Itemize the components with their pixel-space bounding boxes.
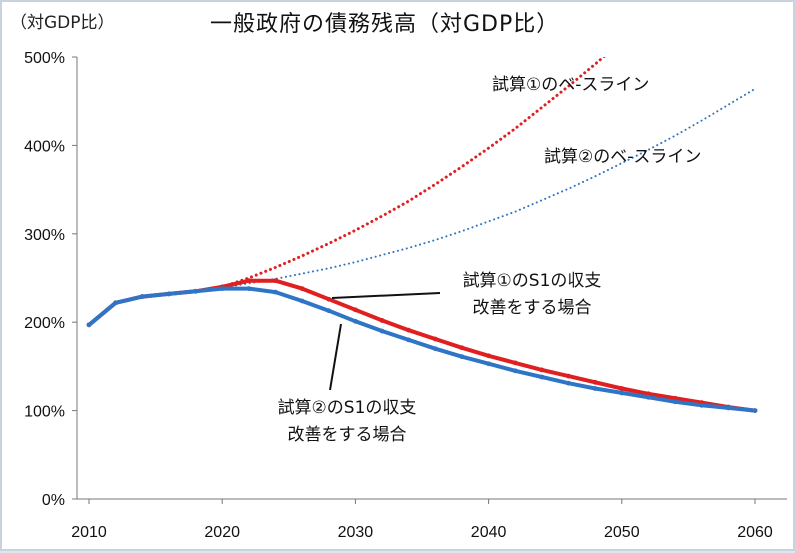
data-point bbox=[193, 288, 198, 294]
data-point bbox=[326, 308, 332, 314]
annotation-label: 試算①のS1の収支 bbox=[463, 271, 602, 291]
x-tick-label: 2060 bbox=[737, 524, 773, 541]
data-point bbox=[699, 402, 705, 408]
data-point bbox=[752, 408, 758, 413]
data-point bbox=[406, 337, 412, 343]
data-point bbox=[219, 286, 225, 292]
data-point bbox=[619, 390, 625, 396]
series-line-4 bbox=[87, 286, 757, 413]
data-point bbox=[566, 373, 571, 379]
series-line-2 bbox=[88, 87, 756, 326]
data-point bbox=[646, 394, 651, 400]
data-point bbox=[512, 360, 518, 366]
unit-label: （対GDP比） bbox=[10, 13, 115, 33]
y-tick-label: 300% bbox=[24, 227, 65, 244]
data-point bbox=[379, 328, 385, 334]
data-point bbox=[566, 380, 571, 386]
y-tick-label: 0% bbox=[42, 492, 65, 509]
data-point bbox=[299, 298, 305, 304]
data-point bbox=[486, 361, 491, 367]
annotation-label: 試算②のS1の収支 bbox=[278, 398, 417, 418]
data-point bbox=[166, 291, 172, 297]
data-point bbox=[592, 379, 598, 385]
data-point bbox=[539, 374, 545, 380]
x-tick-label: 2010 bbox=[71, 524, 107, 541]
y-tick-label: 100% bbox=[24, 404, 65, 421]
chart-title: 一般政府の債務残高（対GDP比） bbox=[210, 12, 560, 37]
data-point bbox=[379, 318, 385, 323]
data-point bbox=[299, 286, 305, 292]
annotation-label: 改善をする場合 bbox=[473, 298, 592, 318]
data-point bbox=[273, 278, 278, 284]
data-point bbox=[139, 294, 145, 299]
data-point bbox=[246, 286, 252, 292]
data-point bbox=[459, 345, 465, 351]
data-point bbox=[539, 367, 545, 373]
data-point bbox=[353, 307, 358, 313]
x-tick-label: 2020 bbox=[204, 524, 240, 541]
x-tick-label: 2030 bbox=[338, 524, 374, 541]
data-point bbox=[672, 395, 678, 401]
x-tick-label: 2050 bbox=[604, 524, 640, 541]
annotation-label: 改善をする場合 bbox=[288, 425, 407, 445]
data-point bbox=[619, 386, 625, 391]
data-point bbox=[432, 336, 438, 342]
data-point bbox=[486, 353, 491, 359]
annotation-label: 試算①のベ-スライン bbox=[492, 75, 649, 95]
data-point bbox=[246, 278, 252, 284]
y-tick-label: 500% bbox=[24, 50, 65, 67]
y-tick-label: 400% bbox=[24, 138, 65, 155]
data-point bbox=[725, 405, 731, 411]
data-point bbox=[353, 318, 358, 324]
data-point bbox=[672, 399, 678, 405]
data-point bbox=[326, 296, 332, 302]
leader-line-s1-blue bbox=[329, 323, 342, 391]
data-point bbox=[432, 346, 438, 352]
data-point bbox=[512, 368, 518, 374]
data-point bbox=[646, 391, 651, 397]
x-tick-label: 2040 bbox=[471, 524, 507, 541]
data-point bbox=[406, 327, 412, 333]
data-point bbox=[113, 300, 119, 306]
y-tick-label: 200% bbox=[24, 315, 65, 332]
data-point bbox=[86, 322, 92, 328]
data-point bbox=[592, 386, 598, 391]
data-point bbox=[273, 289, 278, 295]
data-point bbox=[459, 354, 465, 360]
leader-line-s1-red bbox=[331, 292, 441, 299]
annotation-label: 試算②のベ-スライン bbox=[544, 147, 701, 167]
